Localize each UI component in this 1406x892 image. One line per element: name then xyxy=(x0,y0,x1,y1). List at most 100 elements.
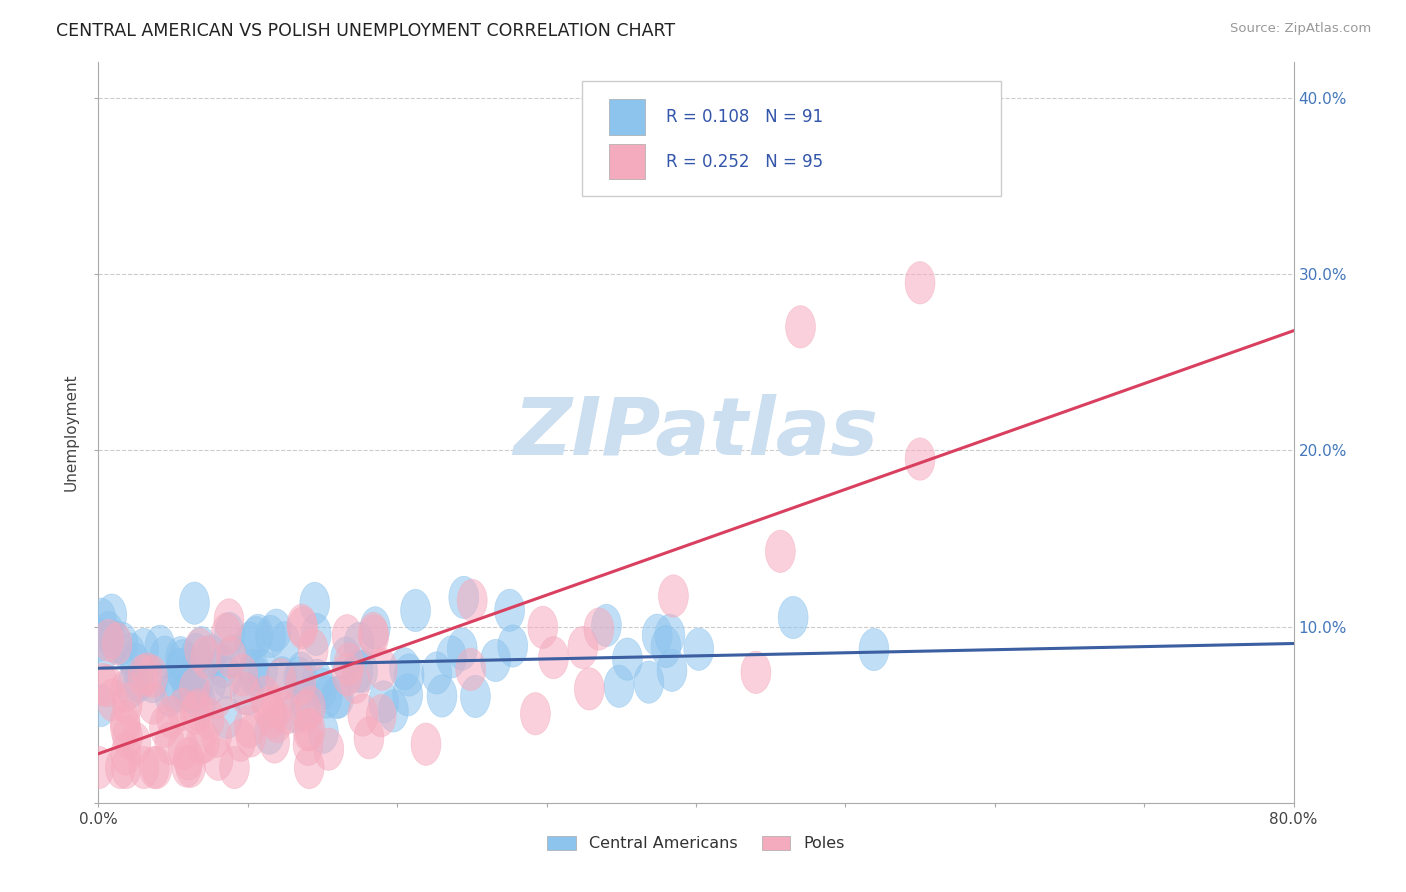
Ellipse shape xyxy=(651,625,681,668)
Ellipse shape xyxy=(262,686,292,729)
Ellipse shape xyxy=(592,604,621,647)
Ellipse shape xyxy=(905,261,935,304)
Ellipse shape xyxy=(292,708,323,751)
Ellipse shape xyxy=(302,659,332,701)
Ellipse shape xyxy=(291,690,321,732)
Ellipse shape xyxy=(214,599,243,641)
Ellipse shape xyxy=(142,747,172,789)
Ellipse shape xyxy=(340,661,370,704)
Ellipse shape xyxy=(347,694,378,736)
Ellipse shape xyxy=(84,747,114,789)
Ellipse shape xyxy=(447,628,477,670)
Ellipse shape xyxy=(132,653,162,695)
Ellipse shape xyxy=(181,633,211,675)
Ellipse shape xyxy=(411,723,441,765)
Ellipse shape xyxy=(347,650,378,692)
Ellipse shape xyxy=(323,676,354,718)
Text: Source: ZipAtlas.com: Source: ZipAtlas.com xyxy=(1230,22,1371,36)
Ellipse shape xyxy=(204,739,233,780)
Ellipse shape xyxy=(422,652,451,694)
Ellipse shape xyxy=(256,615,285,657)
Ellipse shape xyxy=(498,624,527,667)
Ellipse shape xyxy=(219,747,249,789)
Ellipse shape xyxy=(481,640,510,681)
Ellipse shape xyxy=(128,655,157,697)
Ellipse shape xyxy=(94,619,124,662)
Ellipse shape xyxy=(247,649,277,692)
Ellipse shape xyxy=(538,637,568,679)
Ellipse shape xyxy=(187,626,217,669)
Ellipse shape xyxy=(166,637,195,679)
Ellipse shape xyxy=(215,612,245,655)
Ellipse shape xyxy=(97,679,127,721)
Ellipse shape xyxy=(292,723,323,765)
Ellipse shape xyxy=(180,668,209,710)
Ellipse shape xyxy=(190,721,219,763)
Ellipse shape xyxy=(859,628,889,671)
Ellipse shape xyxy=(139,747,169,789)
Ellipse shape xyxy=(183,665,212,706)
Ellipse shape xyxy=(180,582,209,624)
Ellipse shape xyxy=(392,673,423,716)
Ellipse shape xyxy=(308,711,339,754)
Ellipse shape xyxy=(378,690,408,732)
Ellipse shape xyxy=(201,715,232,757)
Ellipse shape xyxy=(180,692,209,734)
Ellipse shape xyxy=(167,689,197,731)
Ellipse shape xyxy=(254,712,284,755)
Ellipse shape xyxy=(110,700,141,742)
Ellipse shape xyxy=(307,668,336,710)
Ellipse shape xyxy=(231,673,260,714)
FancyBboxPatch shape xyxy=(582,81,1001,195)
Ellipse shape xyxy=(270,622,299,664)
Ellipse shape xyxy=(568,626,598,669)
Ellipse shape xyxy=(167,640,198,681)
Ellipse shape xyxy=(583,607,614,650)
Ellipse shape xyxy=(655,615,685,657)
Ellipse shape xyxy=(401,590,430,632)
Ellipse shape xyxy=(167,728,198,770)
Ellipse shape xyxy=(281,690,311,733)
Ellipse shape xyxy=(262,700,292,743)
Ellipse shape xyxy=(657,649,688,691)
Ellipse shape xyxy=(86,684,115,727)
Ellipse shape xyxy=(197,635,226,677)
Ellipse shape xyxy=(243,615,273,657)
Ellipse shape xyxy=(172,745,201,788)
Legend: Central Americans, Poles: Central Americans, Poles xyxy=(541,830,851,858)
Ellipse shape xyxy=(575,668,605,710)
Y-axis label: Unemployment: Unemployment xyxy=(63,374,79,491)
Ellipse shape xyxy=(94,612,124,654)
Ellipse shape xyxy=(145,625,174,667)
Ellipse shape xyxy=(155,674,186,716)
Ellipse shape xyxy=(741,651,770,693)
Ellipse shape xyxy=(228,654,257,696)
Ellipse shape xyxy=(301,613,332,656)
Ellipse shape xyxy=(389,648,419,690)
Ellipse shape xyxy=(295,686,325,729)
Ellipse shape xyxy=(93,665,122,707)
Ellipse shape xyxy=(343,650,373,693)
Ellipse shape xyxy=(235,706,264,747)
Ellipse shape xyxy=(367,648,396,690)
Ellipse shape xyxy=(111,747,141,789)
Ellipse shape xyxy=(637,103,666,145)
Ellipse shape xyxy=(461,675,491,717)
Ellipse shape xyxy=(359,612,388,655)
Ellipse shape xyxy=(335,643,364,685)
Ellipse shape xyxy=(194,698,224,740)
Ellipse shape xyxy=(239,654,269,696)
Text: R = 0.108   N = 91: R = 0.108 N = 91 xyxy=(666,108,824,127)
Ellipse shape xyxy=(112,682,142,725)
Ellipse shape xyxy=(294,747,325,789)
Ellipse shape xyxy=(449,576,478,618)
Ellipse shape xyxy=(786,306,815,348)
Ellipse shape xyxy=(91,625,122,668)
Ellipse shape xyxy=(129,628,159,671)
Ellipse shape xyxy=(287,604,316,647)
Ellipse shape xyxy=(212,657,242,698)
Ellipse shape xyxy=(765,530,796,573)
Ellipse shape xyxy=(129,747,159,789)
Ellipse shape xyxy=(287,652,316,694)
Ellipse shape xyxy=(121,643,150,685)
